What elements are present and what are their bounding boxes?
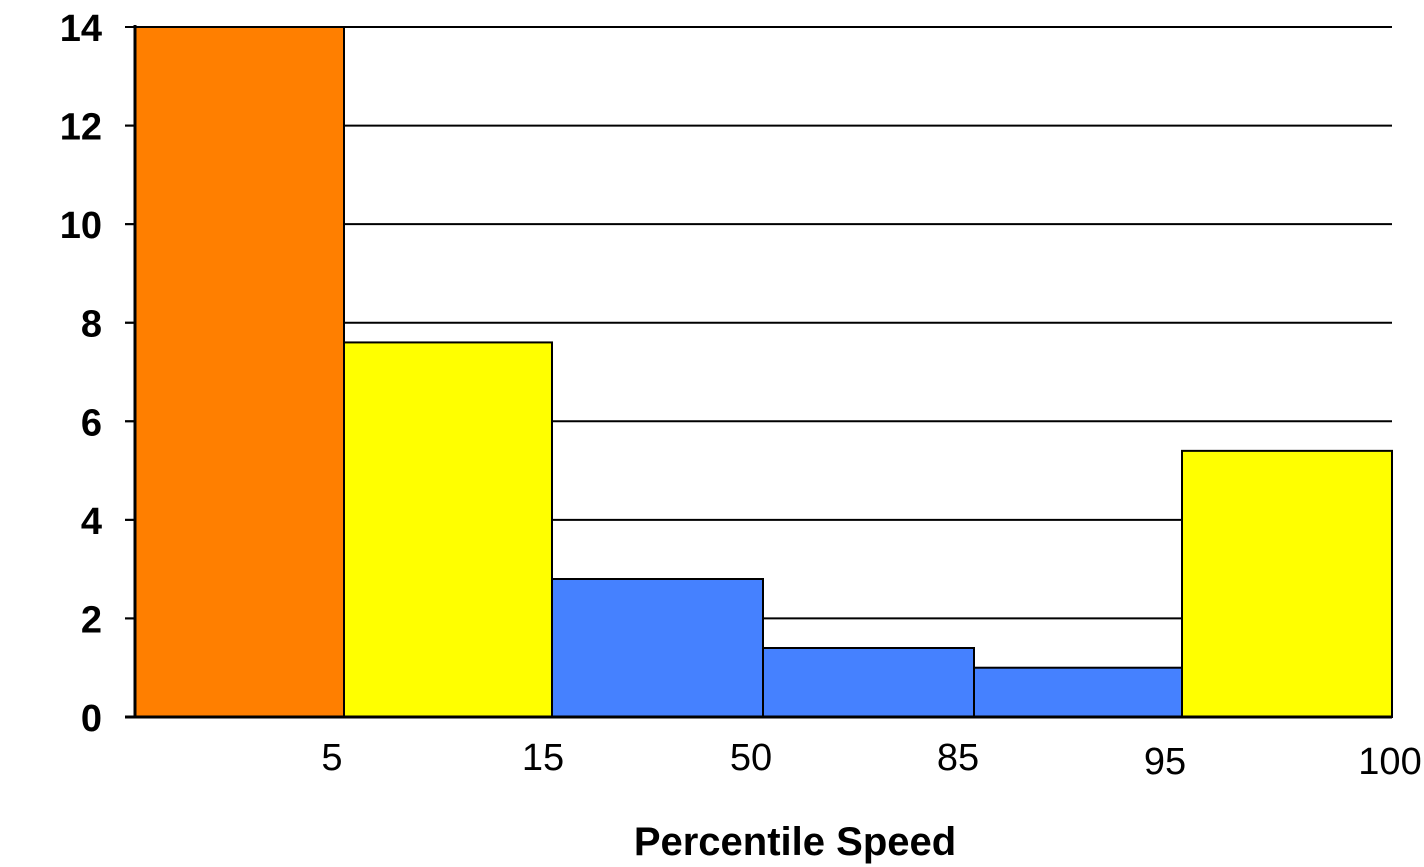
y-tick-label: 2 (81, 599, 102, 641)
x-axis-label: Percentile Speed (634, 820, 956, 864)
y-tick-label: 0 (81, 698, 102, 740)
y-tick-labels: 0 2 4 6 8 10 12 14 (60, 8, 102, 740)
y-tick-label: 10 (60, 205, 102, 247)
y-tick-label: 6 (81, 402, 102, 444)
bar-85-95 (973, 666, 1183, 719)
bar-95-100 (1181, 449, 1393, 718)
x-tick-labels: 5 15 50 85 95 100 (321, 737, 1421, 783)
bar-50-85 (762, 647, 975, 718)
bar-0-5 (134, 26, 345, 718)
x-tick-label: 95 (1144, 741, 1186, 783)
axes (125, 25, 1392, 719)
y-tick-label: 4 (81, 501, 102, 543)
y-tick-label: 14 (60, 8, 102, 50)
x-tick-label: 5 (321, 737, 342, 779)
x-tick-label: 100 (1358, 741, 1421, 783)
bars (134, 26, 1393, 719)
bar-15-50 (551, 578, 764, 718)
x-tick-label: 85 (937, 737, 979, 779)
y-tick-label: 8 (81, 304, 102, 346)
y-tick-label: 12 (60, 107, 102, 149)
x-tick-label: 15 (522, 737, 564, 779)
bar-5-15 (343, 341, 553, 718)
x-tick-label: 50 (730, 737, 772, 779)
